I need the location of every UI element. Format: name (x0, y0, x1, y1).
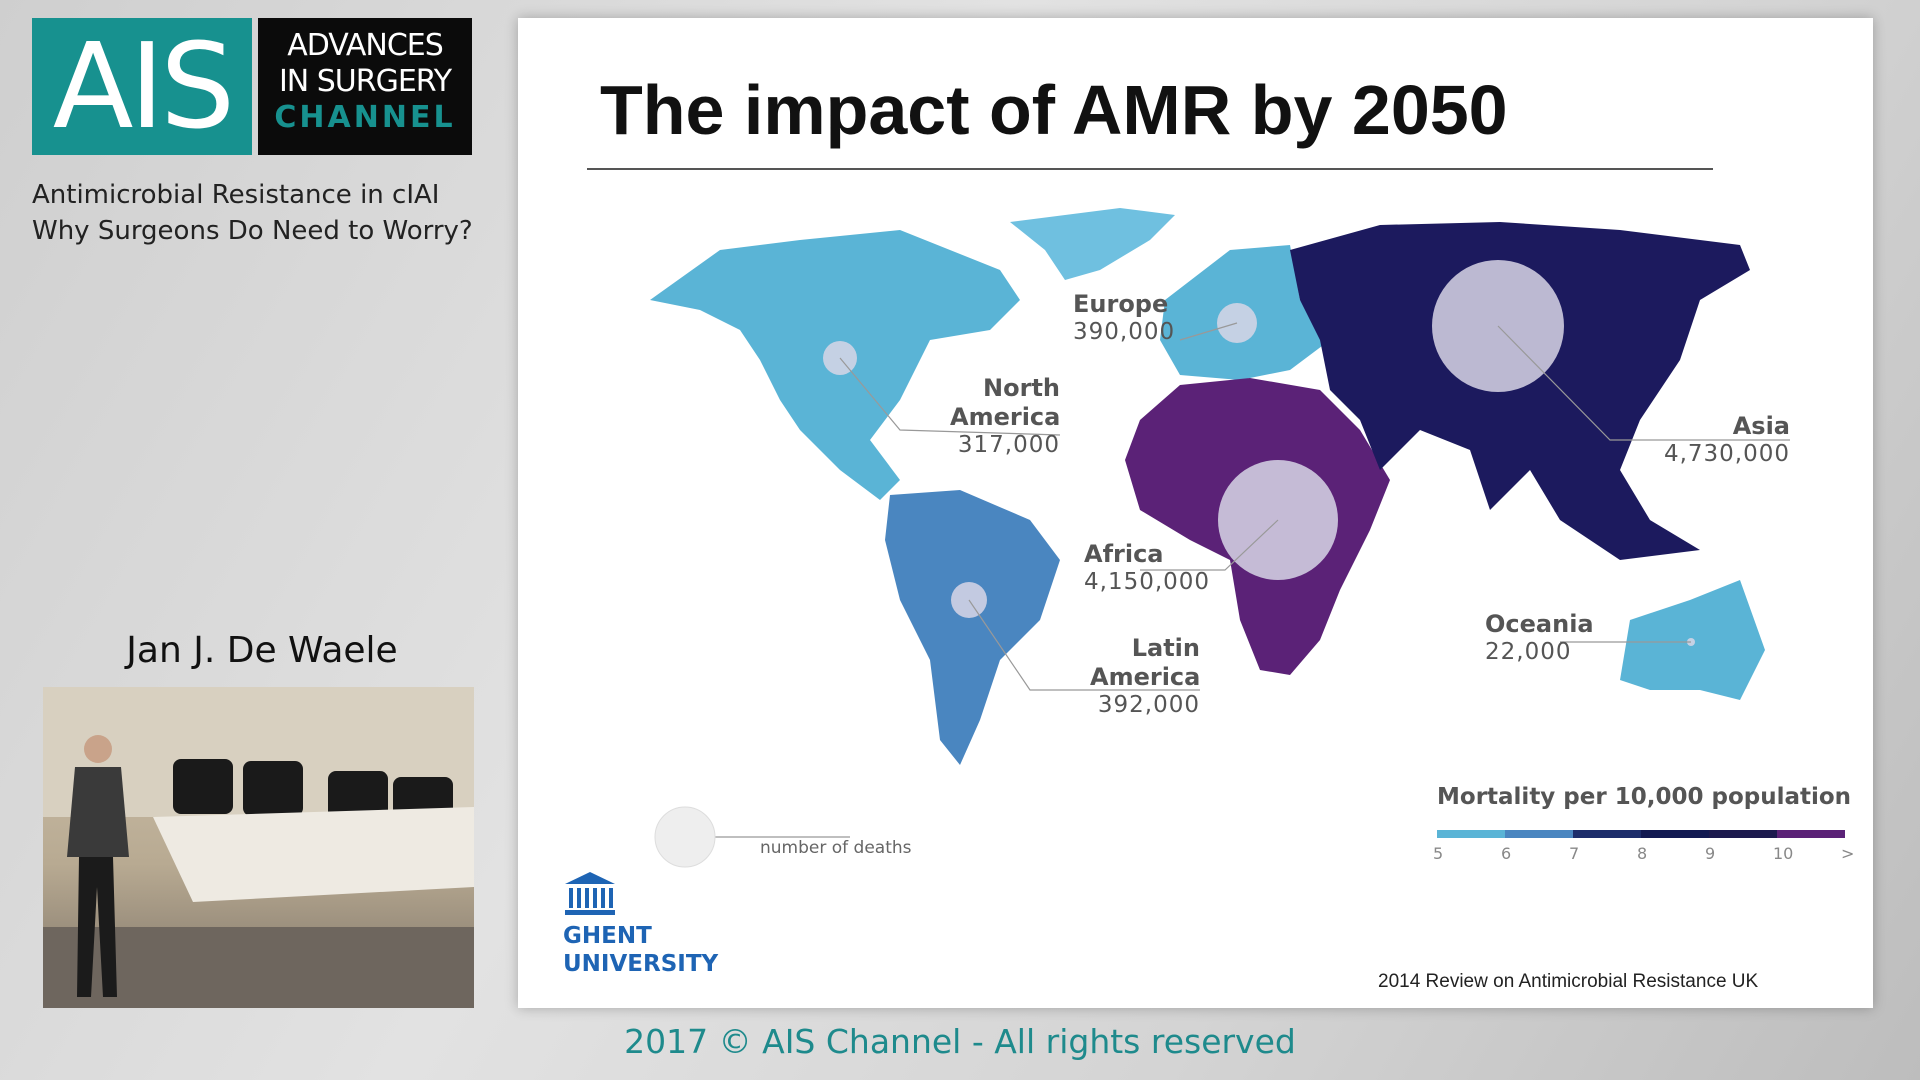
university-building-icon (565, 872, 615, 915)
region-deaths: 22,000 (1485, 639, 1572, 665)
region-north-america: North America 317,000 (818, 374, 1060, 458)
region-name: North America (950, 374, 1061, 431)
region-africa: Africa 4,150,000 (1084, 540, 1210, 595)
legend-tick: 7 (1569, 844, 1580, 863)
ais-logo-mark: AIS (32, 18, 252, 155)
legend-tick: 9 (1705, 844, 1716, 863)
map-asia (1290, 222, 1750, 560)
region-asia: Asia 4,730,000 (1518, 412, 1790, 467)
bubble-legend-circle (654, 806, 716, 868)
legend-swatch (1641, 830, 1709, 838)
slide-title: The impact of AMR by 2050 (600, 71, 1508, 149)
map-greenland (1010, 208, 1175, 280)
legend-ticks: 5 6 7 8 9 10 > (1433, 844, 1854, 868)
legend-swatch (1505, 830, 1573, 838)
institution-line2: UNIVERSITY (563, 951, 719, 977)
slide: The impact of AMR by 2050 Europe 390,000 … (518, 18, 1873, 1008)
region-deaths: 392,000 (1097, 692, 1200, 718)
legend-swatch (1573, 830, 1641, 838)
region-deaths: 4,150,000 (1084, 569, 1211, 595)
logo-line2: IN SURGERY (278, 64, 452, 99)
region-deaths: 317,000 (957, 432, 1060, 458)
talk-title-line2: Why Surgeons Do Need to Worry? (32, 216, 473, 246)
source-citation: 2014 Review on Antimicrobial Resistance … (1378, 971, 1759, 992)
legend-tick: 6 (1501, 844, 1512, 863)
ais-logo-text: ADVANCES IN SURGERY CHANNEL (258, 18, 472, 155)
institution-line1: GHENT (563, 923, 652, 949)
logo-line3: CHANNEL (274, 100, 456, 135)
video-scene (43, 687, 474, 1008)
bubble-legend-label: number of deaths (760, 838, 912, 858)
region-name: Africa (1084, 540, 1164, 568)
region-name: Latin America (1090, 634, 1201, 691)
legend-title: Mortality per 10,000 population (1437, 784, 1852, 810)
region-name: Europe (1073, 290, 1169, 318)
region-latin-america: Latin America 392,000 (958, 634, 1200, 718)
ghent-university-logo: GHENT UNIVERSITY (563, 870, 718, 978)
world-map (650, 208, 1790, 868)
copyright-footer: 2017 © AIS Channel - All rights reserved (624, 1022, 1296, 1061)
region-europe: Europe 390,000 (1073, 290, 1175, 345)
speaker-name: Jan J. De Waele (126, 630, 398, 671)
legend-tick: > (1841, 844, 1855, 863)
logo-line1: ADVANCES (287, 28, 444, 63)
title-rule (587, 168, 1713, 170)
map-latin-america (885, 490, 1060, 765)
region-oceania: Oceania 22,000 (1485, 610, 1594, 665)
legend-color-bar (1437, 830, 1845, 838)
region-deaths: 4,730,000 (1663, 441, 1790, 467)
speaker-video[interactable] (43, 687, 474, 1008)
legend-swatch (1709, 830, 1777, 838)
legend-swatch (1777, 830, 1845, 838)
talk-title-line1: Antimicrobial Resistance in cIAI (32, 180, 440, 210)
legend-tick: 8 (1637, 844, 1648, 863)
region-name: Oceania (1485, 610, 1594, 638)
mortality-legend: Mortality per 10,000 population 5 6 7 8 9 10 > (1433, 784, 1854, 868)
legend-tick: 5 (1433, 844, 1444, 863)
region-deaths: 390,000 (1073, 319, 1176, 345)
legend-tick: 10 (1773, 844, 1794, 863)
region-name: Asia (1732, 412, 1790, 440)
legend-swatch (1437, 830, 1505, 838)
